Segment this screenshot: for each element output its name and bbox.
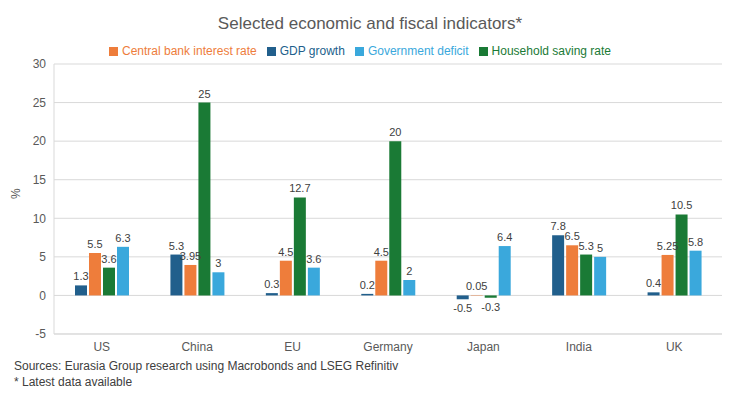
svg-text:6.4: 6.4	[497, 231, 512, 243]
svg-text:-5: -5	[35, 327, 46, 341]
svg-text:3: 3	[215, 257, 221, 269]
svg-text:0.3: 0.3	[264, 278, 279, 290]
svg-text:4.5: 4.5	[278, 246, 293, 258]
svg-text:%: %	[9, 188, 23, 199]
svg-text:Japan: Japan	[467, 340, 500, 354]
svg-text:Germany: Germany	[363, 340, 412, 354]
svg-text:6.3: 6.3	[115, 232, 130, 244]
svg-text:5: 5	[39, 250, 46, 264]
svg-text:1.3: 1.3	[73, 270, 88, 282]
html-text:GDP growth: GDP growth	[279, 44, 345, 58]
svg-text:EU: EU	[284, 340, 301, 354]
svg-text:5.3: 5.3	[578, 240, 593, 252]
html-text:Central bank interest rate: Central bank interest rate	[122, 44, 257, 58]
svg-text:5.8: 5.8	[688, 236, 703, 248]
svg-text:12.7: 12.7	[289, 182, 310, 194]
svg-text:6.5: 6.5	[564, 230, 579, 242]
svg-text:-0.3: -0.3	[481, 301, 500, 313]
svg-text:25: 25	[33, 96, 47, 110]
svg-text:20: 20	[33, 134, 47, 148]
svg-text:25: 25	[198, 88, 210, 100]
svg-text:5.3: 5.3	[168, 239, 185, 252]
svg-text:4.5: 4.5	[374, 246, 389, 258]
svg-text:5: 5	[597, 242, 603, 254]
html-text:Government deficit: Government deficit	[367, 44, 469, 58]
svg-text:3.6: 3.6	[306, 253, 321, 265]
svg-text:0.4: 0.4	[646, 277, 661, 289]
html-text:* Latest data available: * Latest data available	[14, 375, 133, 389]
svg-text:5.25: 5.25	[657, 240, 678, 252]
svg-text:7.8: 7.8	[550, 220, 565, 232]
svg-text:5.5: 5.5	[87, 238, 102, 250]
svg-text:30: 30	[33, 57, 47, 71]
svg-text:3.6: 3.6	[101, 253, 116, 265]
svg-text:0.2: 0.2	[360, 279, 375, 291]
svg-text:3.95: 3.95	[180, 250, 201, 262]
svg-text:10: 10	[33, 212, 47, 226]
svg-text:20: 20	[389, 126, 401, 138]
svg-text:0: 0	[39, 289, 46, 303]
html-text:Household saving rate: Household saving rate	[491, 44, 611, 58]
svg-text:India: India	[566, 340, 592, 354]
svg-text:-0.5: -0.5	[453, 302, 472, 314]
svg-text:China: China	[181, 340, 213, 354]
svg-text:UK: UK	[666, 340, 683, 354]
svg-text:15: 15	[33, 173, 47, 187]
svg-text:0.05: 0.05	[466, 280, 487, 292]
svg-text:US: US	[93, 340, 110, 354]
html-text:Selected economic and fiscal i: Selected economic and fiscal indicators*	[217, 14, 523, 33]
html-text:Sources: Eurasia Group researc: Sources: Eurasia Group research using Ma…	[14, 359, 399, 373]
svg-text:2: 2	[406, 265, 412, 277]
svg-text:10.5: 10.5	[671, 199, 692, 211]
